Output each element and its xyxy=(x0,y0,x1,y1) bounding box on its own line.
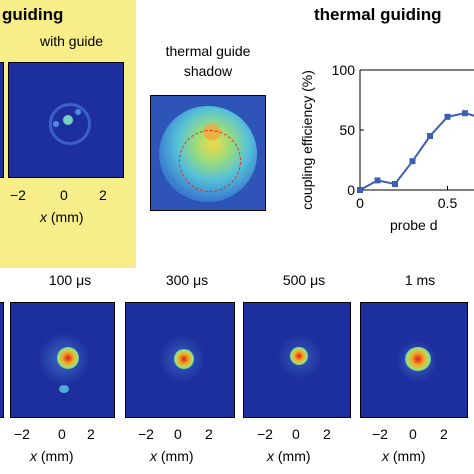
tick-b1-left: −2 xyxy=(14,426,30,442)
x-tick-label: 0 xyxy=(356,195,364,211)
image-1ms xyxy=(360,302,468,418)
x-axis-title: probe d xyxy=(390,217,437,233)
data-point xyxy=(357,187,363,193)
tick-b2-right: 2 xyxy=(205,426,213,442)
partial-image-left-bottom xyxy=(0,302,4,418)
x-tick-label: 0.5 xyxy=(438,195,458,211)
image-300us xyxy=(125,302,235,418)
x-axis-label-b3: x (mm) xyxy=(267,448,311,464)
tick-b1-center: 0 xyxy=(58,426,66,442)
data-point xyxy=(462,110,468,117)
tick-label-center: 0 xyxy=(60,187,68,203)
tick-b4-center: 0 xyxy=(409,426,417,442)
data-point xyxy=(374,177,381,184)
y-tick-label: 0 xyxy=(347,182,355,198)
x-axis-label-b4: x (mm) xyxy=(382,448,426,464)
y-tick-label: 100 xyxy=(332,62,356,78)
time-label-500us: 500 μs xyxy=(282,272,326,288)
tick-b3-center: 0 xyxy=(292,426,300,442)
tick-b3-left: −2 xyxy=(257,426,273,442)
tick-label-right: 2 xyxy=(99,187,107,203)
time-label-300us: 300 μs xyxy=(165,272,209,288)
panel-title-fragment: guiding xyxy=(2,5,64,24)
image-100us xyxy=(10,302,115,418)
tick-b1-right: 2 xyxy=(87,426,95,442)
shadow-image xyxy=(150,95,266,211)
y-axis-title: coupling efficiency (%) xyxy=(299,70,315,210)
data-point xyxy=(427,133,433,139)
x-axis-label-b2: x (mm) xyxy=(150,448,194,464)
shadow-caption-line1: thermal guide xyxy=(165,43,251,59)
data-point xyxy=(409,158,416,165)
chart-title: thermal guiding xyxy=(314,5,442,24)
time-label-100us: 100 μs xyxy=(48,272,92,288)
with-guide-image xyxy=(8,62,124,178)
data-point xyxy=(444,113,451,120)
shadow-caption-line2: shadow xyxy=(183,63,233,79)
tick-b2-left: −2 xyxy=(138,426,154,442)
tick-b4-left: −2 xyxy=(372,426,388,442)
with-guide-label: with guide xyxy=(40,33,104,49)
tick-label-left: −2 xyxy=(10,187,26,203)
tick-b3-right: 2 xyxy=(323,426,331,442)
data-point xyxy=(392,181,398,187)
tick-b4-right: 2 xyxy=(440,426,448,442)
image-500us xyxy=(243,302,351,418)
time-label-1ms: 1 ms xyxy=(404,272,436,288)
y-tick-label: 50 xyxy=(339,122,355,138)
partial-image-left xyxy=(0,62,4,178)
x-axis-label: x (mm) xyxy=(40,209,84,225)
x-axis-label-b1: x (mm) xyxy=(30,448,74,464)
tick-b2-center: 0 xyxy=(174,426,182,442)
